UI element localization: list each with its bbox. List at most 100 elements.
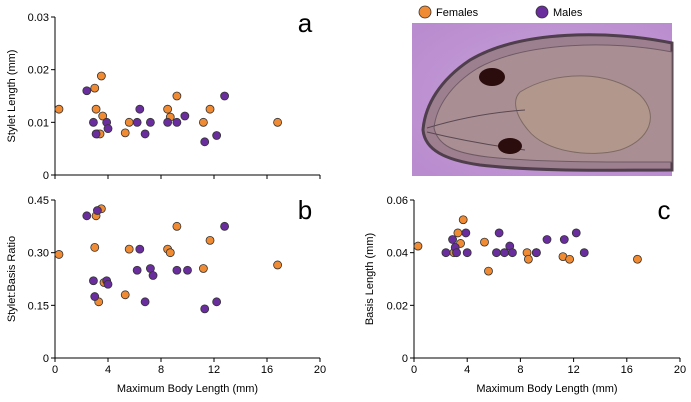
- male-point-c: [462, 248, 472, 258]
- legend: Females Males: [418, 5, 583, 19]
- female-point-b: [172, 221, 182, 231]
- male-point-a: [135, 104, 145, 114]
- female-point-a: [54, 104, 64, 114]
- male-point-b: [82, 211, 92, 221]
- male-point-b: [172, 265, 182, 275]
- y-tick-label-a: 0.03: [28, 12, 49, 24]
- male-point-a: [91, 129, 101, 139]
- female-point-a: [163, 104, 173, 114]
- y-tick-label-c: 0: [402, 353, 408, 365]
- male-point-a: [145, 117, 155, 127]
- x-tick-label-c: 20: [674, 364, 686, 376]
- male-point-c: [492, 248, 501, 258]
- male-point-c: [559, 235, 569, 244]
- male-point-c: [441, 248, 451, 258]
- male-point-b: [93, 206, 102, 215]
- y-axis-label-c: Basis Length (mm): [364, 233, 376, 325]
- female-point-a: [120, 128, 130, 138]
- legend-female-label: Females: [436, 7, 479, 19]
- y-axis-label-a: Stylet Length (mm): [6, 50, 18, 143]
- x-tick-label-b: 4: [105, 364, 111, 376]
- female-point-b: [198, 264, 208, 273]
- male-point-b: [183, 265, 192, 275]
- male-point-c: [494, 228, 504, 238]
- male-point-a: [82, 86, 92, 96]
- male-point-a: [172, 117, 182, 127]
- x-tick-label-b: 8: [158, 364, 164, 376]
- male-point-b: [103, 279, 113, 289]
- male-point-b: [132, 265, 142, 275]
- y-tick-label-b: 0.45: [28, 195, 49, 207]
- x-tick-label-b: 20: [314, 364, 326, 376]
- female-point-b: [165, 248, 175, 258]
- female-point-a: [90, 83, 100, 93]
- male-point-b: [200, 304, 210, 314]
- x-tick-label-c: 4: [464, 364, 470, 376]
- y-tick-label-b: 0.30: [28, 248, 49, 260]
- x-tick-label-c: 8: [517, 364, 523, 376]
- female-point-a: [91, 104, 101, 114]
- female-point-c: [453, 228, 463, 238]
- male-point-b: [89, 276, 98, 286]
- male-point-c: [461, 228, 471, 238]
- male-point-a: [132, 117, 142, 127]
- x-axis-label-c: Maximum Body Length (mm): [476, 383, 617, 395]
- panel-c: 0 4 8 12 16 20 0 0.02 0.04 0.06 Maximum Body Lengt…: [364, 195, 686, 395]
- female-point-a: [273, 117, 283, 127]
- nematode-head-micrograph: [412, 23, 674, 176]
- scatter-panels: 0 0.01 0.02 0.03 Stylet Length (mm) a 0 4 8 12 16 2…: [6, 8, 686, 395]
- x-tick-label-b: 0: [52, 364, 58, 376]
- y-tick-label-b: 0: [43, 353, 49, 365]
- male-point-b: [220, 221, 230, 231]
- male-point-c: [452, 248, 461, 258]
- x-tick-label-b: 12: [208, 364, 220, 376]
- y-tick-label-c: 0.02: [387, 300, 408, 312]
- female-point-c: [484, 266, 493, 276]
- female-point-a: [96, 71, 106, 81]
- male-point-b: [140, 297, 150, 307]
- female-point-c: [523, 254, 533, 264]
- panel-letter-a: a: [298, 8, 313, 38]
- x-tick-label-c: 12: [567, 364, 579, 376]
- legend-male-label: Males: [553, 7, 583, 19]
- y-tick-label-a: 0.02: [28, 65, 49, 77]
- male-point-c: [531, 248, 541, 258]
- male-point-a: [212, 131, 222, 140]
- male-point-a: [200, 137, 210, 147]
- female-point-b: [120, 290, 130, 300]
- panel-letter-c: c: [658, 195, 671, 225]
- panel-b: 0 4 8 12 16 20 0 0.15 0.30 0.45 Maximum Body Lengt…: [6, 195, 326, 395]
- male-point-c: [508, 248, 517, 258]
- male-point-b: [148, 271, 158, 280]
- male-point-a: [103, 124, 113, 134]
- x-tick-label-c: 0: [411, 364, 417, 376]
- male-point-c: [542, 235, 552, 244]
- female-point-b: [90, 242, 100, 252]
- legend-female-marker: [418, 5, 432, 19]
- male-point-a: [89, 117, 98, 127]
- male-point-a: [163, 117, 173, 127]
- female-point-c: [633, 254, 642, 264]
- female-point-c: [458, 215, 468, 225]
- male-point-c: [571, 228, 581, 238]
- y-tick-label-a: 0: [43, 170, 49, 182]
- female-point-a: [172, 91, 182, 101]
- male-point-b: [212, 297, 222, 307]
- female-point-a: [198, 117, 208, 127]
- x-axis-label-b: Maximum Body Length (mm): [117, 383, 258, 395]
- y-tick-label-a: 0.01: [28, 117, 49, 129]
- panel-a: 0 0.01 0.02 0.03 Stylet Length (mm) a: [6, 8, 321, 182]
- male-point-b: [135, 244, 145, 254]
- female-point-c: [413, 241, 423, 251]
- male-point-a: [140, 129, 150, 139]
- male-point-c: [448, 235, 457, 244]
- male-point-a: [180, 111, 190, 121]
- x-tick-label-b: 16: [261, 364, 273, 376]
- y-tick-label-c: 0.06: [387, 195, 408, 207]
- legend-male-marker: [535, 5, 549, 19]
- female-point-a: [124, 117, 134, 127]
- female-point-c: [565, 254, 575, 264]
- female-point-b: [273, 260, 283, 270]
- female-point-a: [205, 104, 215, 114]
